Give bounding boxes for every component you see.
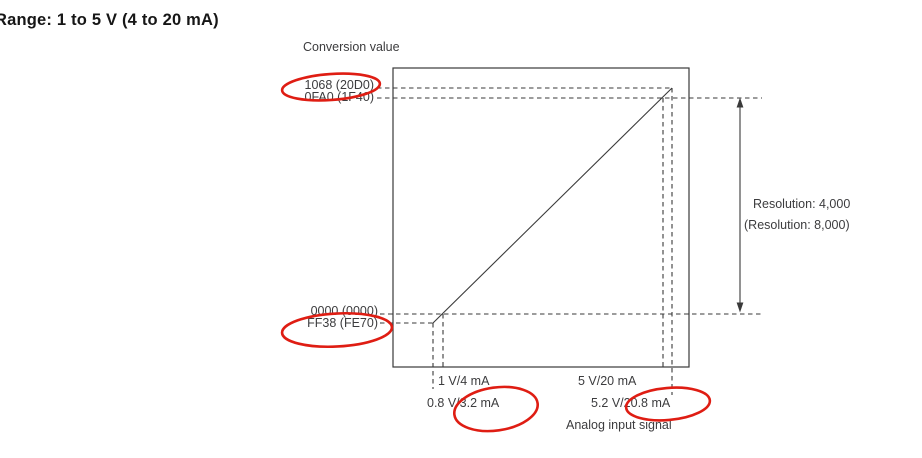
plot-frame: [392, 67, 690, 368]
y-axis-title: Conversion value: [303, 40, 400, 54]
conversion-line: [432, 87, 673, 324]
annotation-circle-1068: [280, 72, 382, 102]
resolution-label-alt: (Resolution: 8,000): [744, 218, 850, 232]
resolution-arrow-down-icon: [736, 302, 744, 313]
x-value-min-extended: 0.8 V/3.2 mA: [427, 396, 500, 410]
y-value-min-extended: FF38 (FE70): [307, 316, 378, 330]
page-title: Range: 1 to 5 V (4 to 20 mA): [0, 11, 219, 29]
y-value-max-extended: 1068 (20D0): [304, 78, 375, 92]
x-axis-title: Analog input signal: [566, 418, 672, 432]
x-value-max-extended: 5.2 V/20.8 mA: [591, 396, 671, 410]
resolution-label: Resolution: 4,000: [753, 197, 851, 211]
x-value-min-nominal: 1 V/4 mA: [438, 374, 490, 388]
x-value-max-nominal: 5 V/20 mA: [578, 374, 637, 388]
annotation-circle-FF38: [280, 311, 394, 349]
annotation-circle-20.8mA: [624, 386, 712, 422]
annotation-circle-3.2mA: [453, 385, 539, 433]
resolution-arrow-up-icon: [736, 97, 744, 108]
